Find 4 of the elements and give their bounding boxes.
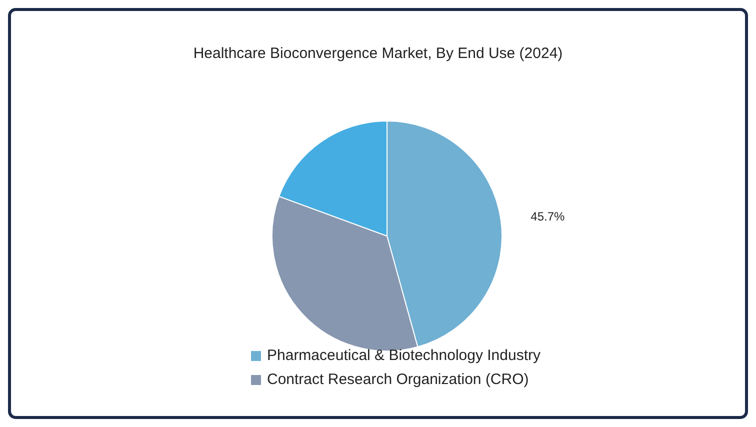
data-label: 45.7% — [530, 209, 566, 224]
legend-label: Contract Research Organization (CRO) — [267, 371, 529, 388]
chart-title: Healthcare Bioconvergence Market, By End Use (2024) — [193, 45, 563, 62]
legend-label: Pharmaceutical & Biotechnology Industry — [267, 347, 541, 364]
